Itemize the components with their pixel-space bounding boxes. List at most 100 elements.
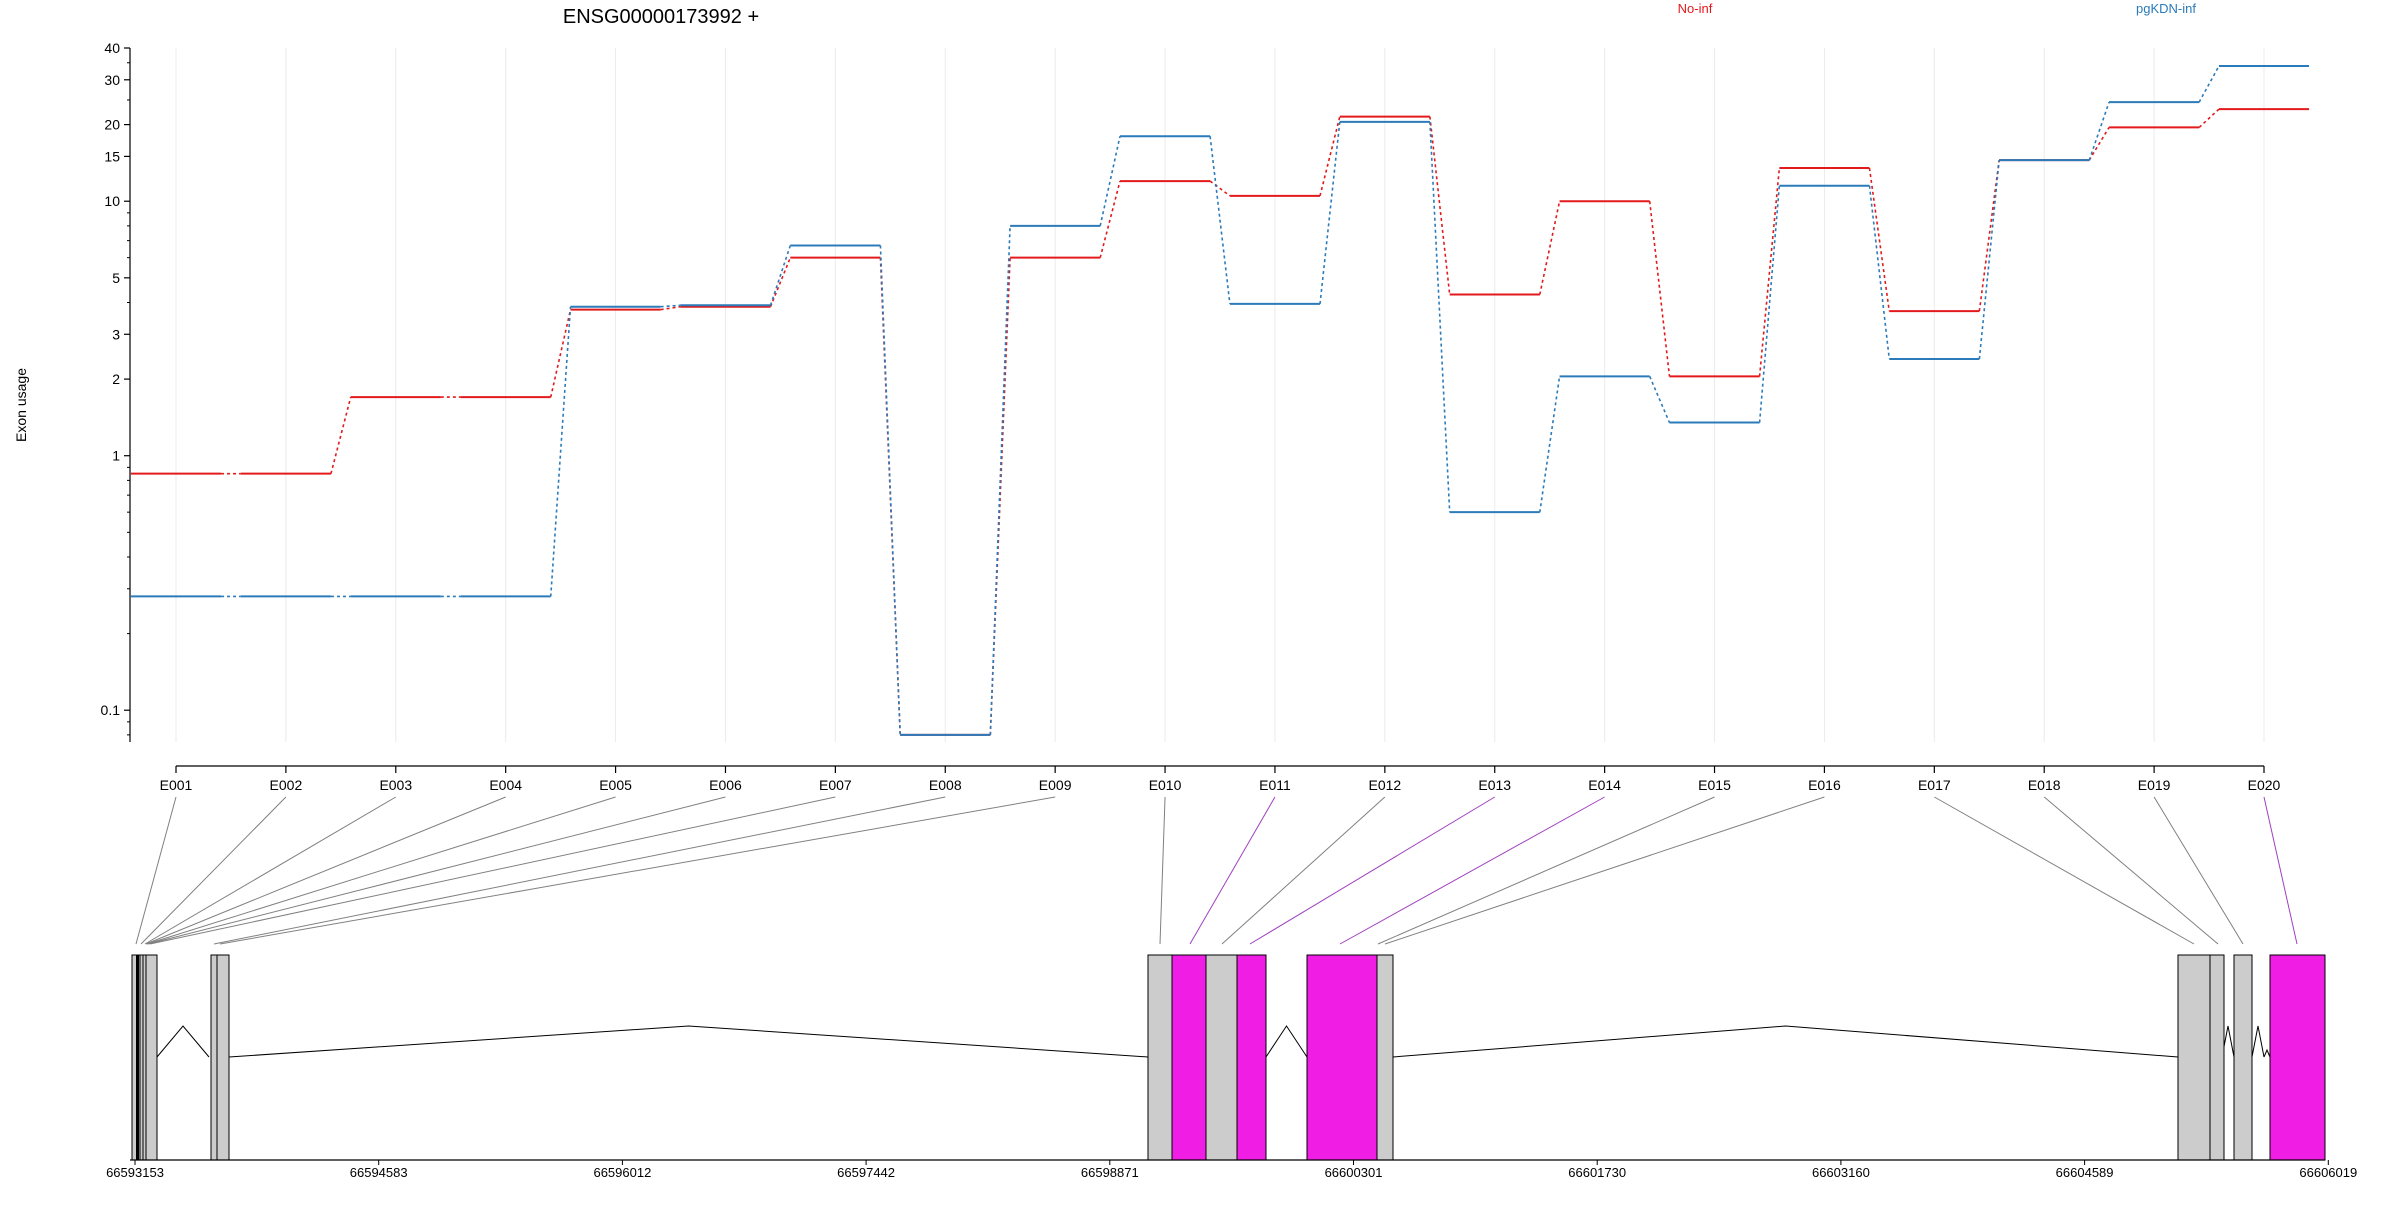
x-tick-label-e018: E018	[2028, 777, 2061, 793]
legend-entry-no-inf: No-inf	[1678, 1, 1713, 16]
exon-block	[1376, 954, 1394, 1161]
series-connector	[1758, 167, 1781, 377]
series-connector	[660, 304, 681, 308]
series-connector	[989, 225, 1011, 735]
exon-block-significant	[1236, 954, 1267, 1161]
x-tick-label-e010: E010	[1149, 777, 1182, 793]
connector-e008	[213, 796, 946, 945]
x-axis: E001 E002 E003 E004 E005 E006 E007 E008 E009 E010…	[160, 765, 2281, 793]
connector-e017	[1934, 796, 2195, 945]
x-tick-label-e001: E001	[160, 777, 193, 793]
x-tick-label-e009: E009	[1039, 777, 1072, 793]
connector-e019	[2153, 796, 2244, 945]
coordinate-label: 66601730	[1568, 1165, 1626, 1180]
series-connector	[1099, 180, 1121, 258]
x-tick-label-e019: E019	[2138, 777, 2171, 793]
series-layer	[130, 64, 2310, 736]
connector-e006	[147, 796, 726, 945]
gene-model	[131, 954, 2326, 1161]
y-axis-label: Exon usage	[13, 368, 29, 442]
exon-block-significant	[2269, 954, 2326, 1161]
coordinate-label: 66600301	[1325, 1165, 1383, 1180]
series-pgkdn-inf	[130, 64, 2310, 736]
y-tick-label: 15	[104, 148, 120, 164]
x-tick-label-e006: E006	[709, 777, 742, 793]
coordinate-label: 66593153	[106, 1165, 164, 1180]
coordinate-label: 66603160	[1812, 1165, 1870, 1180]
intron-line	[156, 1025, 210, 1058]
coordinate-label: 66597442	[837, 1165, 895, 1180]
connector-e018	[2043, 796, 2219, 945]
x-tick-label-e020: E020	[2248, 777, 2281, 793]
intron-line	[2263, 1048, 2271, 1058]
y-tick-label: 2	[112, 371, 120, 387]
x-tick-label-e004: E004	[489, 777, 522, 793]
series-connector	[1209, 180, 1231, 197]
intron-line	[228, 1025, 1149, 1058]
series-connector	[2088, 101, 2110, 161]
series-connector	[879, 257, 902, 735]
series-connector	[549, 309, 572, 398]
series-connector	[1868, 185, 1891, 360]
chart-title: ENSG00000173992 +	[563, 6, 759, 28]
y-tick-label: 0.1	[101, 702, 121, 718]
exon-connector-lines	[135, 796, 2298, 945]
x-tick-label-e013: E013	[1478, 777, 1511, 793]
y-tick-label: 1	[112, 448, 120, 464]
y-tick-label: 20	[104, 117, 120, 133]
y-tick-label: 5	[112, 270, 120, 286]
x-tick-label-e008: E008	[929, 777, 962, 793]
connector-e004	[145, 796, 506, 945]
series-connector	[1978, 160, 2000, 360]
x-tick-label-e016: E016	[1808, 777, 1841, 793]
series-connector	[879, 245, 902, 735]
connector-e016	[1384, 796, 1825, 945]
exon-block	[145, 954, 158, 1161]
exon-block	[1205, 954, 1238, 1161]
series-connector	[989, 257, 1011, 735]
connector-e001	[135, 796, 177, 945]
series-no-inf	[130, 108, 2310, 736]
x-tick-label-e002: E002	[270, 777, 303, 793]
series-connector	[1539, 201, 1561, 295]
y-tick-label: 3	[112, 326, 120, 342]
exon-block-dark	[136, 955, 139, 1160]
series-connector	[1429, 121, 1451, 513]
x-tick-label-e005: E005	[599, 777, 632, 793]
exon-block-significant	[1306, 954, 1378, 1161]
series-connector	[769, 257, 792, 308]
series-connector	[1429, 116, 1451, 295]
exon-block	[2233, 954, 2253, 1161]
series-connector	[1099, 136, 1121, 227]
coordinate-label: 66604589	[2056, 1165, 2114, 1180]
connector-e011	[1189, 796, 1276, 945]
series-connector	[1648, 376, 1671, 423]
x-tick-label-e012: E012	[1368, 777, 1401, 793]
exon-block-significant	[1171, 954, 1207, 1161]
coordinate-label: 66598871	[1081, 1165, 1139, 1180]
intron-line	[2251, 1025, 2265, 1058]
exon-block	[2209, 954, 2225, 1161]
series-connector	[1319, 121, 1341, 304]
y-axis: 0.1 1 2 3 5 10 15 20 30 40	[101, 40, 131, 742]
grid-layer	[175, 48, 2265, 742]
series-connector	[1648, 201, 1671, 377]
connector-e002	[140, 796, 287, 945]
connector-e007	[149, 796, 836, 945]
series-connector	[2198, 65, 2220, 103]
coordinate-label: 66606019	[2299, 1165, 2357, 1180]
y-tick-label: 10	[104, 193, 120, 209]
coordinate-label: 66594583	[350, 1165, 408, 1180]
connector-e015	[1377, 796, 1715, 945]
x-tick-label-e015: E015	[1698, 777, 1731, 793]
series-connector	[1539, 376, 1561, 513]
connector-e013	[1249, 796, 1495, 945]
x-tick-label-e007: E007	[819, 777, 852, 793]
series-connector	[1209, 136, 1231, 304]
x-tick-label-e011: E011	[1259, 777, 1291, 793]
connector-e003	[144, 796, 397, 945]
connector-e009	[219, 796, 1056, 945]
coordinate-label: 66596012	[593, 1165, 651, 1180]
